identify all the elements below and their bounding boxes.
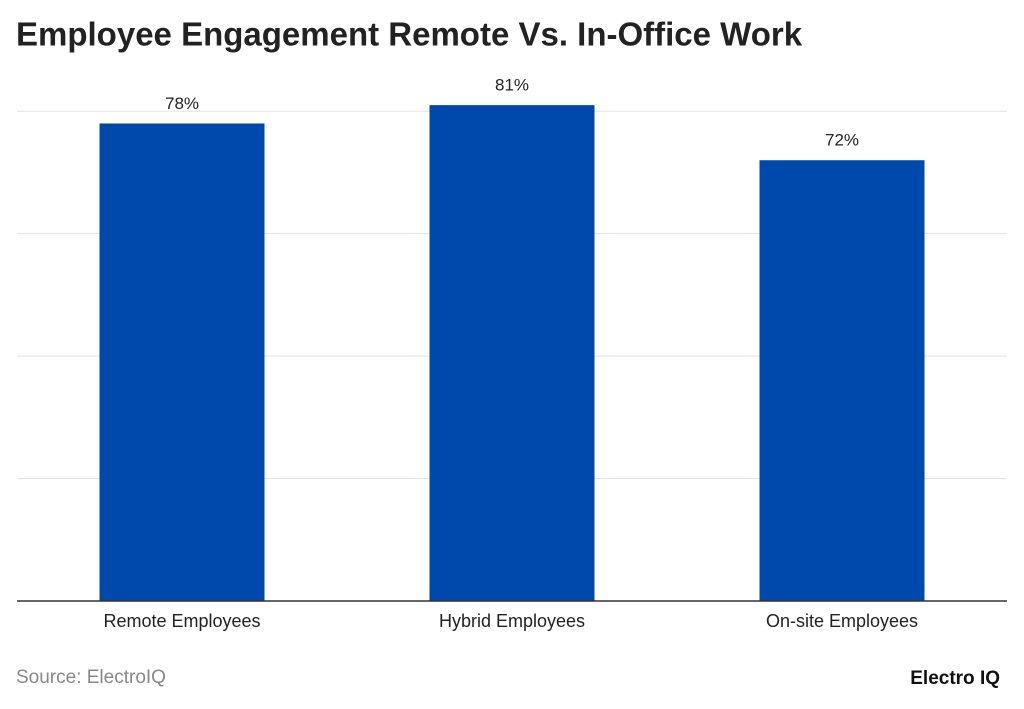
logo: Electro IQ <box>910 668 1000 689</box>
bar <box>759 160 925 601</box>
value-label: 78% <box>165 94 199 113</box>
x-tick-label: Remote Employees <box>103 611 260 631</box>
value-label: 81% <box>495 76 529 95</box>
bar <box>429 105 595 601</box>
bar <box>99 123 265 602</box>
chart-title: Employee Engagement Remote Vs. In-Office… <box>16 16 803 53</box>
x-tick-label: Hybrid Employees <box>439 611 585 631</box>
x-tick-label: On-site Employees <box>766 611 918 631</box>
source: Source: ElectroIQ <box>16 667 166 688</box>
value-label: 72% <box>825 131 859 150</box>
